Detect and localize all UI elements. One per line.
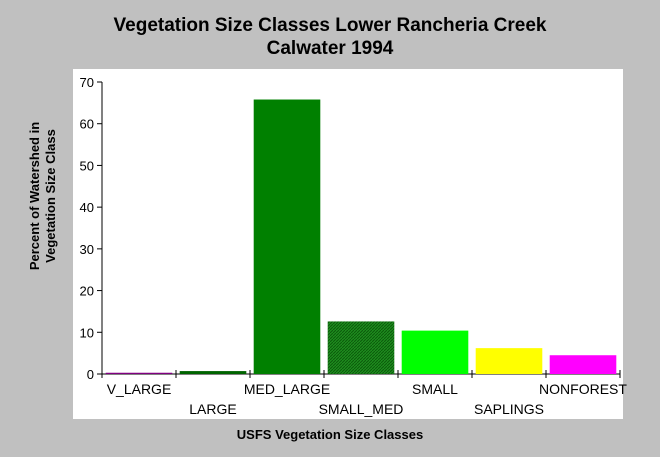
- bar-saplings: [475, 348, 543, 374]
- y-tick-label: 40: [80, 200, 94, 215]
- y-axis: 0 10 20 30 40 50 60 70: [80, 75, 103, 382]
- chart-title: Vegetation Size Classes Lower Rancheria …: [113, 15, 547, 36]
- y-tick-label: 10: [80, 325, 94, 340]
- bar-large: [179, 371, 247, 374]
- bar-small: [401, 330, 469, 374]
- y-tick-label: 60: [80, 117, 94, 132]
- y-tick-label: 0: [87, 367, 94, 382]
- bars: [105, 99, 617, 375]
- x-axis: V_LARGE LARGE MED_LARGE SMALL_MED SMALL SAPLI…: [101, 370, 627, 417]
- y-axis-label-line2: Vegetation Size Class: [43, 129, 58, 263]
- x-tick-label: SMALL: [412, 381, 458, 397]
- y-axis-label: Percent of Watershed in Vegetation Size …: [27, 122, 59, 270]
- x-tick-label: LARGE: [189, 401, 236, 417]
- y-tick-label: 30: [80, 242, 94, 257]
- x-tick-label: V_LARGE: [107, 381, 172, 397]
- y-tick-label: 50: [80, 158, 94, 173]
- bar-nonforest: [549, 355, 617, 374]
- chart-subtitle: Calwater 1994: [266, 38, 394, 59]
- x-tick-label: SMALL_MED: [319, 401, 404, 417]
- bar-v-large: [105, 372, 173, 374]
- y-tick-label: 20: [80, 284, 94, 299]
- x-tick-label: MED_LARGE: [244, 381, 330, 397]
- x-tick-label: SAPLINGS: [474, 401, 544, 417]
- y-axis-label-line1: Percent of Watershed in: [27, 121, 42, 271]
- x-tick-label: NONFOREST: [539, 381, 627, 397]
- y-tick-label: 70: [80, 75, 94, 90]
- bar-small-med: [327, 321, 395, 374]
- bar-med-large: [253, 99, 321, 375]
- x-axis-label: USFS Vegetation Size Classes: [236, 427, 424, 442]
